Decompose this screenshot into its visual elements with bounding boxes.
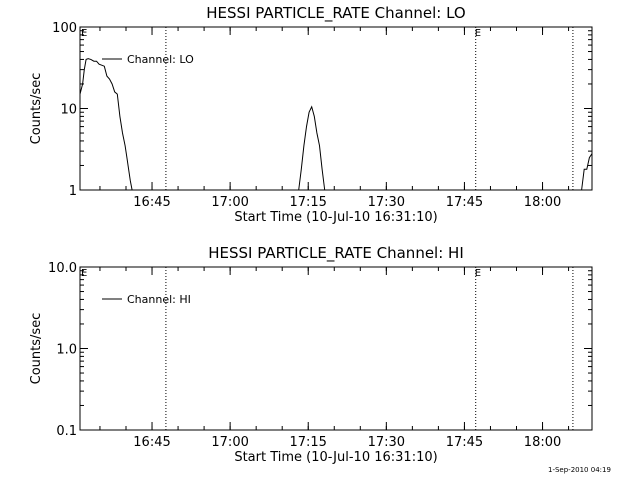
x-tick-label: 18:00 [524,195,561,210]
x-tick-label: 17:00 [211,195,248,210]
event-marker: E [475,268,481,279]
event-marker: E [475,28,481,39]
x-tick-label: 17:45 [446,195,483,210]
y-axis-label: Counts/sec [29,73,44,145]
x-axis-label: Start Time (10-Jul-10 16:31:10) [234,210,437,225]
x-tick-label: 18:00 [524,435,561,450]
y-tick-label: 1 [69,184,77,199]
series-line [298,105,326,191]
y-tick-label: 10.0 [48,261,77,276]
plot-frame [79,266,593,431]
legend-label: Channel: HI [127,293,191,306]
chart-title: HESSI PARTICLE_RATE Channel: HI [208,244,464,263]
y-tick-label: 10 [60,103,77,118]
y-tick-label: 1.0 [56,343,77,358]
event-marker: E [81,268,87,279]
x-axis-label: Start Time (10-Jul-10 16:31:10) [234,450,437,465]
y-tick-label: 0.1 [56,424,77,439]
chart-title: HESSI PARTICLE_RATE Channel: LO [206,4,465,23]
plot-frame [79,26,593,191]
footer-timestamp: 1-Sep-2010 04:19 [548,466,611,474]
event-marker: E [81,28,87,39]
series-line [79,58,133,191]
x-tick-label: 17:45 [446,435,483,450]
x-tick-label: 17:15 [289,195,326,210]
x-tick-label: 17:00 [211,435,248,450]
x-tick-label: 16:45 [133,195,170,210]
y-axis-label: Counts/sec [29,313,44,385]
series-line [581,153,593,191]
x-tick-label: 17:15 [289,435,326,450]
x-tick-label: 16:45 [133,435,170,450]
x-tick-label: 17:30 [368,195,405,210]
x-tick-label: 17:30 [368,435,405,450]
legend-label: Channel: LO [127,53,194,66]
y-tick-label: 100 [52,21,77,36]
